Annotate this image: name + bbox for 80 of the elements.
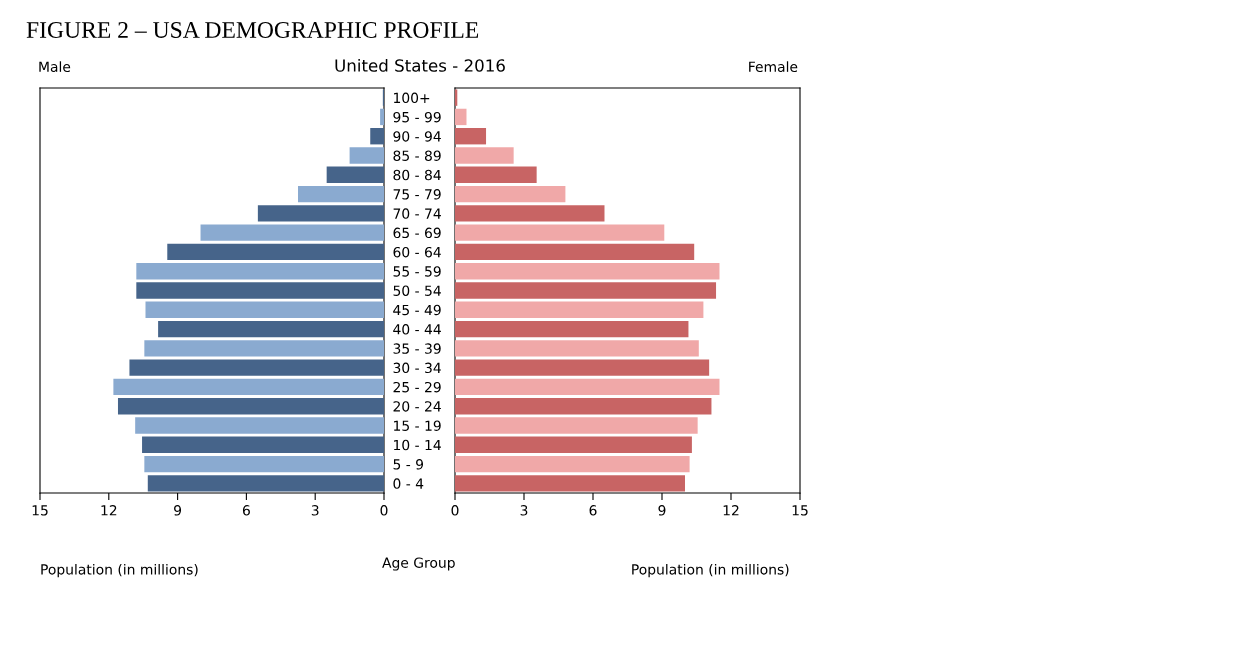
chart-title: FIGURE 2 – USA DEMOGRAPHIC PROFILE bbox=[26, 22, 479, 38]
y-tick-label: 10 - 14 bbox=[394, 439, 441, 451]
bar bbox=[455, 378, 720, 396]
y-tick-label: 50 - 54 bbox=[393, 285, 441, 296]
y-tick-label: 15 - 19 bbox=[394, 420, 441, 431]
bar bbox=[136, 263, 384, 280]
x-tick-label: 15 bbox=[792, 505, 808, 516]
x-tick-label: 3 bbox=[520, 505, 528, 516]
bar bbox=[117, 398, 384, 415]
x-tick-label: 9 bbox=[658, 505, 666, 516]
bar bbox=[370, 128, 384, 145]
bar bbox=[380, 108, 384, 126]
bar bbox=[455, 320, 689, 338]
y-tick-label: 40 - 44 bbox=[393, 324, 441, 335]
y-tick-label: 80 - 84 bbox=[393, 169, 441, 181]
x-axis-title: Population (in millions) bbox=[41, 563, 198, 578]
text: Female bbox=[749, 61, 798, 73]
y-tick-label: 30 - 34 bbox=[393, 362, 441, 374]
y-axis-title: Age Group bbox=[382, 557, 455, 571]
y-tick-label: 70 - 74 bbox=[393, 208, 441, 219]
bar bbox=[147, 475, 384, 492]
bar bbox=[455, 108, 467, 126]
bar bbox=[298, 185, 384, 203]
bar bbox=[326, 166, 384, 183]
bar bbox=[135, 417, 384, 434]
bar bbox=[455, 455, 690, 473]
bar bbox=[455, 475, 685, 492]
bar bbox=[455, 166, 537, 183]
text: United States - 2016 bbox=[335, 58, 505, 72]
bar bbox=[142, 436, 384, 453]
bar bbox=[145, 301, 384, 318]
bar bbox=[455, 243, 695, 261]
bar bbox=[136, 282, 384, 299]
bar bbox=[144, 340, 384, 357]
text: Male bbox=[39, 61, 71, 73]
y-tick-label: 75 - 79 bbox=[393, 189, 441, 200]
bar bbox=[455, 224, 665, 241]
y-tick-label: 25 - 29 bbox=[393, 381, 441, 393]
bar bbox=[144, 455, 384, 473]
x-tick-label: 12 bbox=[101, 505, 117, 516]
y-tick-label: 65 - 69 bbox=[393, 227, 441, 239]
bar bbox=[455, 185, 566, 203]
x-tick-label: 6 bbox=[242, 505, 250, 516]
bar bbox=[455, 398, 712, 415]
y-tick-label: 85 - 89 bbox=[393, 150, 441, 161]
bar bbox=[455, 340, 699, 357]
x-tick-label: 12 bbox=[723, 505, 739, 516]
bar bbox=[200, 224, 384, 241]
y-tick-label: 90 - 94 bbox=[393, 131, 441, 142]
y-tick-label: 0 - 4 bbox=[393, 478, 424, 489]
bar bbox=[455, 282, 717, 299]
bar bbox=[257, 205, 384, 222]
y-tick-label: 45 - 49 bbox=[393, 304, 441, 316]
bar bbox=[455, 205, 605, 222]
bar bbox=[455, 147, 514, 164]
y-tick-label: 5 - 9 bbox=[393, 459, 424, 470]
y-tick-label: 55 - 59 bbox=[393, 266, 441, 277]
y-tick-label: 60 - 64 bbox=[393, 246, 441, 258]
y-tick-label: 95 - 99 bbox=[393, 111, 441, 123]
bar bbox=[455, 128, 487, 145]
bar bbox=[113, 378, 384, 396]
bar bbox=[129, 359, 384, 376]
bar bbox=[455, 301, 704, 318]
bar bbox=[158, 320, 384, 338]
y-tick-label: 100+ bbox=[394, 92, 430, 104]
bar bbox=[167, 243, 384, 261]
y-tick-label: 20 - 24 bbox=[393, 401, 441, 412]
x-tick-label: 6 bbox=[589, 505, 597, 516]
y-tick-label: 35 - 39 bbox=[393, 343, 441, 354]
x-tick-label: 3 bbox=[311, 505, 319, 516]
bar bbox=[455, 436, 692, 453]
bar bbox=[455, 359, 710, 376]
x-axis-title: Population (in millions) bbox=[632, 563, 789, 578]
bar bbox=[455, 417, 698, 434]
bar bbox=[455, 263, 720, 280]
x-tick-label: 0 bbox=[380, 505, 388, 516]
x-tick-label: 15 bbox=[32, 505, 48, 516]
x-tick-label: 9 bbox=[174, 505, 182, 516]
bar bbox=[349, 147, 384, 164]
x-tick-label: 0 bbox=[451, 505, 459, 516]
